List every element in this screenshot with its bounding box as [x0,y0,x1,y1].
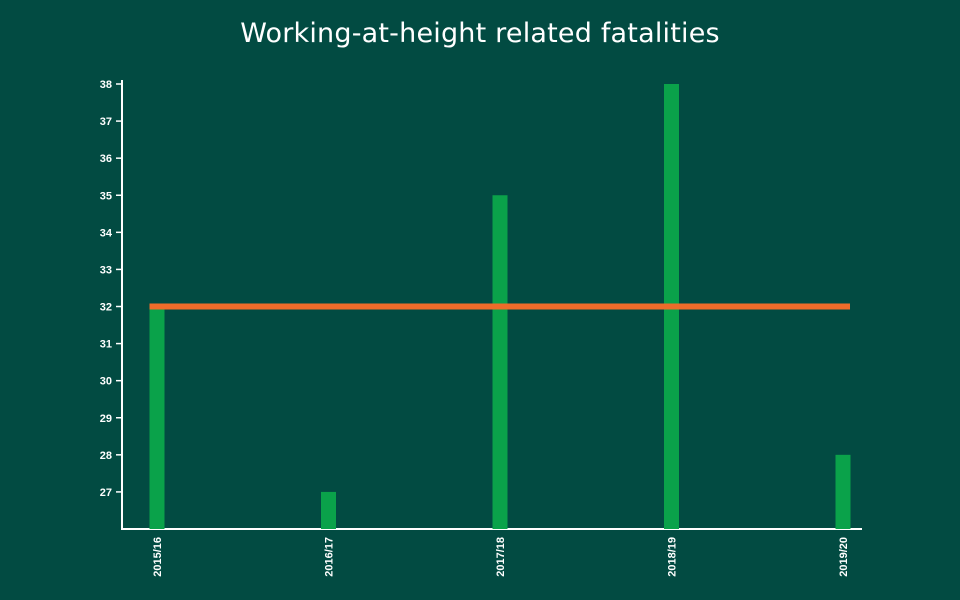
chart-title: Working-at-height related fatalities [240,18,720,49]
bar-2016-17 [321,491,336,529]
y-tick-label: 31 [100,339,112,351]
y-tick-label: 27 [100,487,112,499]
y-tick-label: 33 [100,264,112,276]
x-tick-label: 2017/18 [495,537,507,577]
bar-2017-18 [492,195,508,529]
x-tick-label: 2019/20 [838,537,850,577]
bar-2019-20 [835,454,851,529]
y-tick-label: 30 [100,376,112,388]
y-tick-label: 28 [100,450,112,462]
y-tick-label: 36 [100,153,112,165]
bar-2015-16 [149,306,165,529]
x-tick-label: 2016/17 [324,537,336,577]
x-tick-label: 2018/19 [667,537,679,577]
y-tick-label: 38 [100,79,112,91]
y-tick-label: 35 [100,190,112,202]
y-tick-label: 37 [100,116,112,128]
x-tick-label: 2015/16 [152,537,164,577]
y-tick-label: 34 [100,227,113,239]
y-tick-label: 32 [100,302,112,314]
y-tick-label: 29 [100,413,112,425]
